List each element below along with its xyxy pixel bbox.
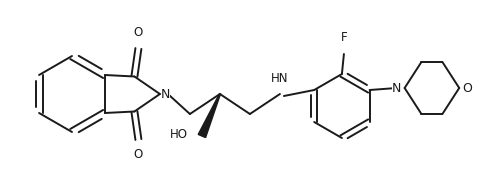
Text: O: O bbox=[462, 82, 472, 95]
Text: N: N bbox=[392, 82, 401, 95]
Text: HO: HO bbox=[170, 127, 188, 140]
Text: F: F bbox=[341, 31, 347, 44]
Text: O: O bbox=[134, 27, 143, 39]
Text: N: N bbox=[161, 87, 171, 101]
Text: HN: HN bbox=[271, 72, 289, 85]
Polygon shape bbox=[198, 94, 220, 138]
Text: O: O bbox=[134, 149, 143, 161]
